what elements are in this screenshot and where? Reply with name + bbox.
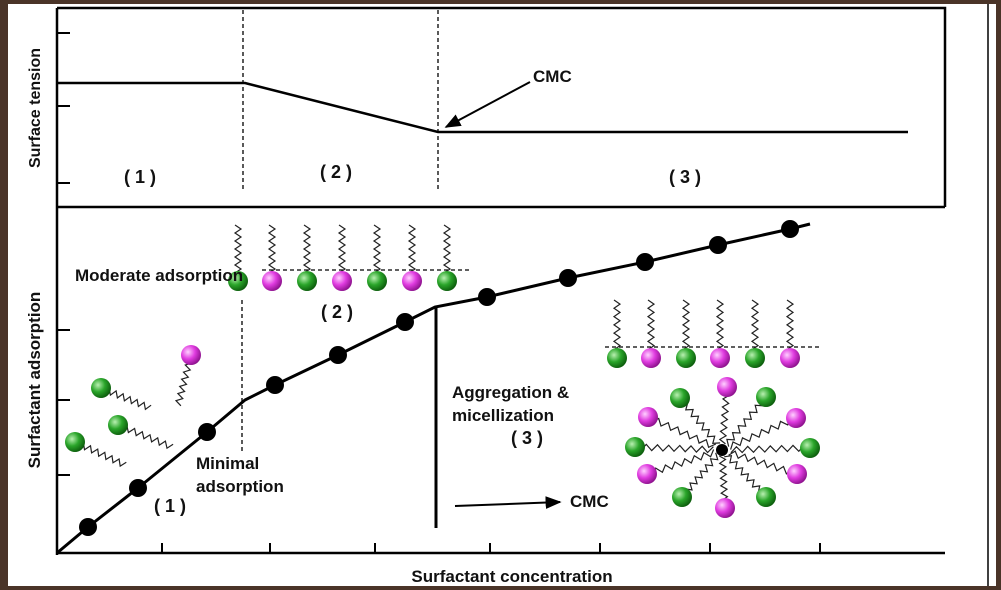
curve-point (709, 236, 727, 254)
label: micellization (452, 406, 554, 425)
label: Aggregation & (452, 383, 569, 402)
head (745, 348, 765, 368)
head (638, 407, 658, 427)
head (108, 415, 128, 435)
region-label: ( 2 ) (320, 162, 352, 182)
head (262, 271, 282, 291)
curve-point (559, 269, 577, 287)
head (800, 438, 820, 458)
curve-point (198, 423, 216, 441)
head (91, 378, 111, 398)
curve-point (266, 376, 284, 394)
head (625, 437, 645, 457)
micelle-core (716, 444, 728, 456)
curve-point (781, 220, 799, 238)
head (367, 271, 387, 291)
curve-point (79, 518, 97, 536)
head (717, 377, 737, 397)
head (402, 271, 422, 291)
head (637, 464, 657, 484)
region-label: ( 1 ) (124, 167, 156, 187)
head (715, 498, 735, 518)
head (65, 432, 85, 452)
region-label: ( 3 ) (511, 428, 543, 448)
head (297, 271, 317, 291)
label: adsorption (196, 477, 284, 496)
head (181, 345, 201, 365)
head (672, 487, 692, 507)
head (756, 387, 776, 407)
head (756, 487, 776, 507)
head (670, 388, 690, 408)
region-label: ( 3 ) (669, 167, 701, 187)
head (787, 464, 807, 484)
head (780, 348, 800, 368)
y-axis-label: Surfactant adsorption (25, 292, 44, 469)
head (676, 348, 696, 368)
region-label: ( 2 ) (321, 302, 353, 322)
head (607, 348, 627, 368)
curve-point (478, 288, 496, 306)
head (332, 271, 352, 291)
curve-point (129, 479, 147, 497)
label: Moderate adsorption (75, 266, 243, 285)
region-label: ( 1 ) (154, 496, 186, 516)
annotation: CMC (570, 492, 609, 511)
head (641, 348, 661, 368)
annotation: CMC (533, 67, 572, 86)
label: Minimal (196, 454, 259, 473)
head (437, 271, 457, 291)
curve-point (396, 313, 414, 331)
x-axis-label: Surfactant concentration (411, 567, 612, 586)
curve-point (636, 253, 654, 271)
page: {"top_panel": {"y_label": "Surface tensi… (0, 0, 1001, 590)
y-axis-label: Surface tension (27, 48, 44, 168)
curve-point (329, 346, 347, 364)
head (786, 408, 806, 428)
head (710, 348, 730, 368)
diagram: CMC ( 1 ) ( 2 ) ( 3 ) Surface tension Su… (0, 0, 1001, 590)
